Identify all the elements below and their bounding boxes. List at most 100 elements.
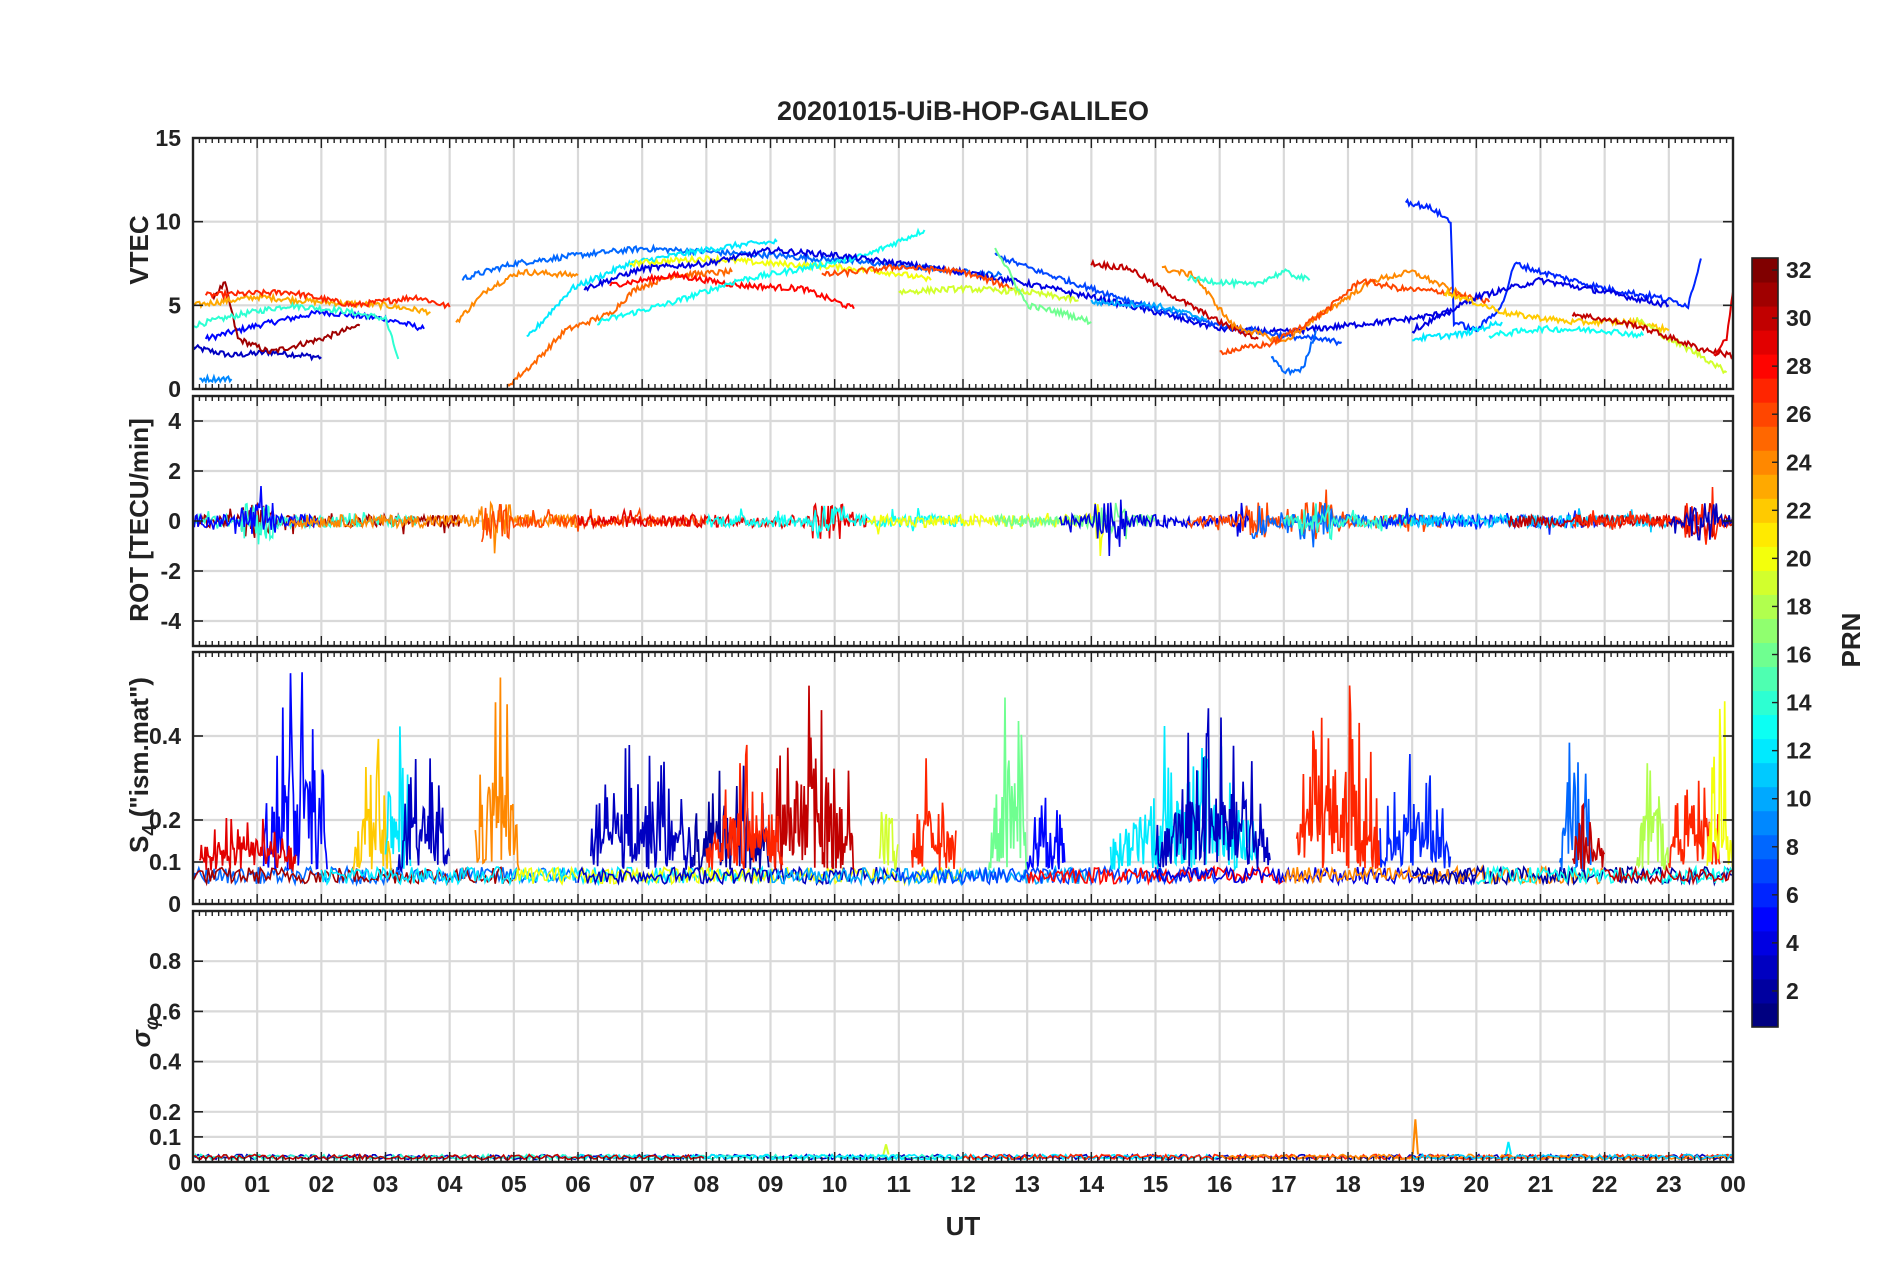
- x-tick-label: 00: [1720, 1171, 1746, 1197]
- colorbar-tick-label: 20: [1786, 545, 1812, 571]
- vtec-series-line: [204, 288, 451, 310]
- y-tick-label: 15: [155, 125, 181, 151]
- x-tick-label: 13: [1014, 1171, 1040, 1197]
- sigma-phi-ylabel: σφ: [126, 1017, 163, 1048]
- s4-background-line: [1026, 864, 1284, 887]
- x-tick-label: 23: [1656, 1171, 1682, 1197]
- rot-series-line: [705, 505, 964, 539]
- x-tick-label: 21: [1528, 1171, 1554, 1197]
- s4-ylabel: S4 ("ism.mat"): [124, 677, 161, 853]
- colorbar-cell: [1752, 810, 1778, 836]
- x-axis: 00 01 02 03 04 05 06 07 08 09 10 11 12 13 14 15 16 17 18 19…: [180, 1171, 1746, 1197]
- x-axis-label: UT: [946, 1211, 981, 1241]
- y-tick-label: 5: [168, 292, 181, 318]
- s4-ylabel-sub: 4: [139, 824, 161, 836]
- colorbar-cell: [1752, 426, 1778, 451]
- s4-burst-line: [1379, 753, 1452, 869]
- y-tick-label: 2: [168, 458, 181, 484]
- y-tick-label: 0: [168, 376, 181, 402]
- vtec-series-line: [994, 247, 1092, 326]
- colorbar-tick-label: 26: [1786, 401, 1812, 427]
- x-tick-label: 15: [1143, 1171, 1169, 1197]
- s4-burst-line: [878, 811, 899, 872]
- vtec-series-line: [199, 373, 233, 385]
- x-tick-label: 05: [501, 1171, 527, 1197]
- s4-burst-line: [397, 758, 451, 873]
- s4-ylabel-rest: ("ism.mat"): [124, 677, 154, 824]
- vtec-series-line: [193, 291, 431, 317]
- s4-burst-line: [769, 685, 855, 871]
- vtec-series-line: [596, 227, 926, 326]
- x-tick-label: 22: [1592, 1171, 1618, 1197]
- colorbar-tick-label: 8: [1786, 834, 1799, 860]
- x-tick-label: 18: [1335, 1171, 1361, 1197]
- x-tick-label: 08: [694, 1171, 720, 1197]
- vtec-series-line: [583, 246, 1452, 337]
- sigma-series-line: [1411, 1152, 1733, 1161]
- s4-burst-line: [1295, 685, 1381, 869]
- colorbar-tick-label: 30: [1786, 305, 1812, 331]
- vtec-series-line: [628, 254, 932, 283]
- y-tick-label: 0.8: [149, 948, 181, 974]
- colorbar-cell: [1752, 522, 1778, 547]
- vtec-series-line: [1090, 297, 1208, 322]
- s4-burst-line: [262, 672, 328, 870]
- s4-background-line: [320, 865, 771, 887]
- sigma-spike: [882, 1144, 890, 1155]
- s4-background-line: [769, 864, 1091, 887]
- y-tick-label: 0.4: [149, 723, 181, 749]
- vtec-series-line: [526, 237, 778, 338]
- colorbar-frame: [1751, 257, 1779, 1028]
- vtec-series-line: [193, 343, 322, 362]
- s4-burst-line: [1706, 701, 1733, 867]
- y-tick-label: 0.1: [149, 849, 181, 875]
- colorbar-tick-label: 4: [1786, 930, 1799, 956]
- x-tick-label: 00: [180, 1171, 206, 1197]
- x-tick-label: 02: [309, 1171, 335, 1197]
- colorbar-cell: [1752, 474, 1778, 499]
- colorbar-label: PRN: [1836, 613, 1866, 668]
- s4-burst-line: [1026, 797, 1066, 872]
- colorbar-cell: [1752, 666, 1778, 692]
- vtec-ylabel: VTEC: [124, 215, 154, 285]
- vtec-series-line: [1571, 311, 1733, 360]
- sigma-ylabel-sub: φ: [142, 1017, 163, 1030]
- colorbar-cell: [1752, 618, 1778, 643]
- vtec-series-line: [1187, 268, 1311, 290]
- colorbar-tick-label: 12: [1786, 738, 1812, 764]
- s4-burst-line: [589, 744, 694, 870]
- vtec-series-line: [994, 252, 1343, 347]
- colorbar-cell: [1752, 282, 1778, 307]
- s4-ylabel-main: S: [124, 836, 154, 853]
- vtec-series-line: [1411, 276, 1670, 334]
- colorbar-cell: [1752, 378, 1778, 403]
- x-tick-label: 07: [629, 1171, 655, 1197]
- colorbar-tick-label: 28: [1786, 353, 1812, 379]
- x-tick-label: 16: [1207, 1171, 1233, 1197]
- x-tick-label: 11: [887, 1171, 912, 1197]
- s4-burst-line: [1571, 802, 1606, 870]
- x-tick-label: 17: [1271, 1171, 1297, 1197]
- colorbar-tick-label: 10: [1786, 786, 1812, 812]
- x-tick-label: 03: [373, 1171, 399, 1197]
- y-tick-label: -4: [161, 608, 182, 634]
- colorbar-tick-label: 14: [1786, 690, 1812, 716]
- s4-burst-line: [474, 677, 521, 871]
- colorbar-cell: [1752, 954, 1778, 980]
- colorbar-cell: [1752, 1002, 1778, 1028]
- vtec-series-line: [193, 301, 400, 360]
- s4-panel: 0 0.1 0.2 0.4: [149, 650, 1735, 917]
- colorbar-tick-label: 6: [1786, 882, 1799, 908]
- chart-title: 20201015-UiB-HOP-GALILEO: [777, 96, 1149, 126]
- sigma-ylabel-main: σ: [126, 1028, 156, 1047]
- rot-series-line: [866, 502, 1105, 557]
- colorbar-tick-label: 32: [1786, 257, 1812, 283]
- x-tick-label: 20: [1464, 1171, 1490, 1197]
- rot-series-line: [1572, 486, 1733, 545]
- colorbar-tick-label: 18: [1786, 593, 1812, 619]
- sigma-spike: [1411, 1119, 1419, 1155]
- s4-burst-line: [352, 738, 392, 871]
- colorbar-tick-label: 22: [1786, 497, 1812, 523]
- y-tick-label: 10: [155, 209, 181, 235]
- vtec-series-line: [1270, 330, 1317, 377]
